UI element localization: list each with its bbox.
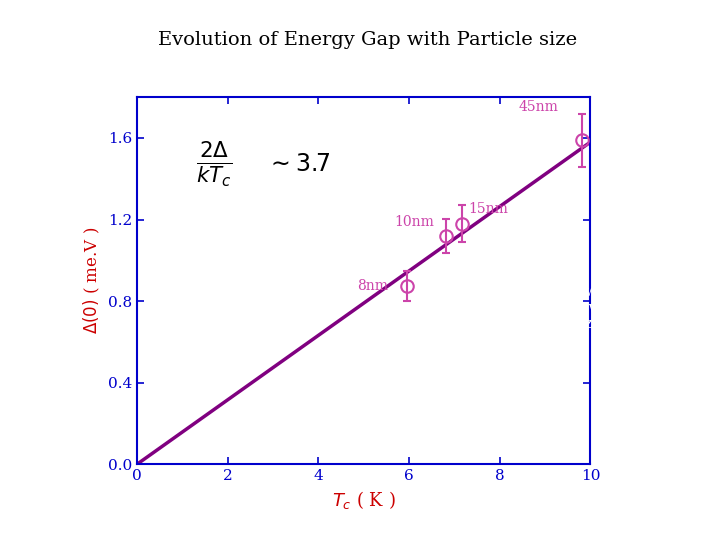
Y-axis label: $\Delta(0)$ ( me.V ): $\Delta(0)$ ( me.V ) [82,227,102,334]
Text: 15nm: 15nm [468,202,508,217]
Text: Evolution of Energy Gap with Particle size: Evolution of Energy Gap with Particle si… [158,31,577,49]
Text: $\frac{2\Delta}{kT_c}$: $\frac{2\Delta}{kT_c}$ [196,140,232,190]
Text: 10nm: 10nm [394,214,434,228]
Text: 45nm: 45nm [518,100,559,114]
Text: 8nm: 8nm [357,279,388,293]
Text: Remains in the weak
coupling limit down to
the lowest size: Remains in the weak coupling limit down … [458,285,631,331]
Text: $\sim 3.7$: $\sim 3.7$ [266,153,330,176]
X-axis label: $T_c$ ( K ): $T_c$ ( K ) [332,489,395,511]
